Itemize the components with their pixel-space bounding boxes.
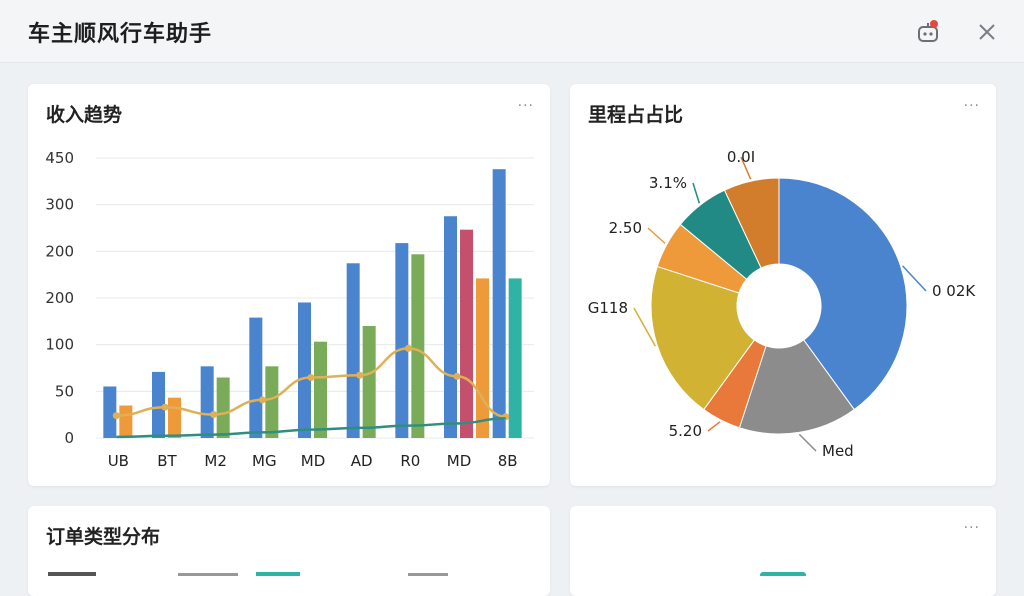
bar xyxy=(411,254,425,438)
bar xyxy=(460,229,473,438)
slice-label: 5.20 xyxy=(669,422,702,440)
orders-card: 订单类型分布 xyxy=(28,506,550,596)
top-bar: 车主顺风行车助手 xyxy=(0,0,1024,63)
bar xyxy=(298,302,311,438)
y-tick-label: 100 xyxy=(45,336,74,354)
slice-label: G118 xyxy=(588,299,628,317)
fourth-chart-preview xyxy=(760,572,806,576)
bar xyxy=(265,366,279,438)
leader-line xyxy=(902,265,927,292)
bar xyxy=(168,397,181,438)
mileage-pie-chart: 0 02K Med 5.20 G118 2.50 3.1% 0.0I xyxy=(588,148,977,460)
leader-line xyxy=(798,433,817,452)
x-tick-label: 8B xyxy=(498,452,518,470)
line-point xyxy=(258,396,266,404)
leader-line xyxy=(647,227,666,244)
series-line xyxy=(116,347,506,418)
line-point xyxy=(161,403,169,411)
y-tick-label: 200 xyxy=(45,242,74,260)
x-tick-label: M2 xyxy=(204,452,227,470)
x-tick-label: AD xyxy=(351,452,373,470)
bar xyxy=(444,216,457,438)
preview-mark xyxy=(178,573,238,576)
line-point xyxy=(356,371,364,379)
card-title: 里程占占比 xyxy=(588,104,684,126)
robot-bell-icon[interactable] xyxy=(914,18,942,46)
income-bar-chart: 0 50 100 200 200 300 450 UB BT M2 MG MD AD R0 MD 8B xyxy=(45,149,534,470)
bar xyxy=(492,169,506,438)
line-point xyxy=(112,412,120,420)
bar xyxy=(346,263,360,438)
x-tick-label: UB xyxy=(108,452,129,470)
series-line xyxy=(116,417,506,439)
leader-line xyxy=(740,156,752,180)
slice-label: 3.1% xyxy=(649,174,687,192)
y-tick-label: 450 xyxy=(45,149,74,167)
pie-slice xyxy=(778,177,908,411)
x-tick-label: MD xyxy=(301,452,326,470)
pie-slice xyxy=(738,339,855,435)
line-point xyxy=(307,374,315,382)
slice-label: 2.50 xyxy=(609,219,642,237)
bar xyxy=(152,371,165,438)
preview-mark xyxy=(48,572,96,576)
preview-mark xyxy=(256,572,300,576)
bar xyxy=(103,386,117,438)
card-title: 订单类型分布 xyxy=(46,526,161,548)
y-tick-label: 300 xyxy=(45,196,74,214)
bar xyxy=(200,366,214,438)
y-tick-label: 200 xyxy=(45,289,74,307)
orders-chart-preview xyxy=(48,572,448,576)
mileage-card: 里程占占比 ··· 0 02K Med 5.20 G118 2.50 3.1% 0.0I xyxy=(570,84,996,486)
y-tick-label: 0 xyxy=(64,429,74,447)
more-menu-icon[interactable]: ··· xyxy=(963,520,980,536)
bar xyxy=(508,278,522,438)
bar xyxy=(476,278,489,438)
pie-slice xyxy=(650,265,756,411)
bar xyxy=(249,317,263,438)
line-point xyxy=(404,344,412,352)
line-point xyxy=(453,372,461,380)
close-icon[interactable] xyxy=(973,18,1001,46)
preview-mark xyxy=(408,573,448,576)
card-title: 收入趋势 xyxy=(46,104,123,126)
line-point xyxy=(210,410,218,418)
leader-line xyxy=(707,421,721,432)
leader-line xyxy=(633,307,657,347)
bar xyxy=(119,405,133,438)
app-title: 车主顺风行车助手 xyxy=(28,22,213,47)
slice-label: 0.0I xyxy=(727,148,755,166)
x-tick-label: BT xyxy=(157,452,177,470)
bar xyxy=(395,243,409,438)
bar xyxy=(216,377,230,438)
x-tick-label: R0 xyxy=(400,452,420,470)
leader-line xyxy=(692,182,701,204)
preview-mark xyxy=(760,572,806,576)
pie-slice xyxy=(723,177,780,269)
income-card: 收入趋势 ··· 0 50 100 200 200 300 450 UB BT M2 MG MD AD R… xyxy=(28,84,550,486)
bar xyxy=(362,326,376,438)
more-menu-icon[interactable]: ··· xyxy=(517,98,534,114)
slice-label: Med xyxy=(822,442,854,460)
x-tick-label: MG xyxy=(252,452,277,470)
fourth-card: ··· xyxy=(570,506,996,596)
x-tick-label: MD xyxy=(447,452,472,470)
slice-label: 0 02K xyxy=(932,282,976,300)
y-tick-label: 50 xyxy=(55,382,74,400)
bar xyxy=(314,341,327,438)
more-menu-icon[interactable]: ··· xyxy=(963,98,980,114)
